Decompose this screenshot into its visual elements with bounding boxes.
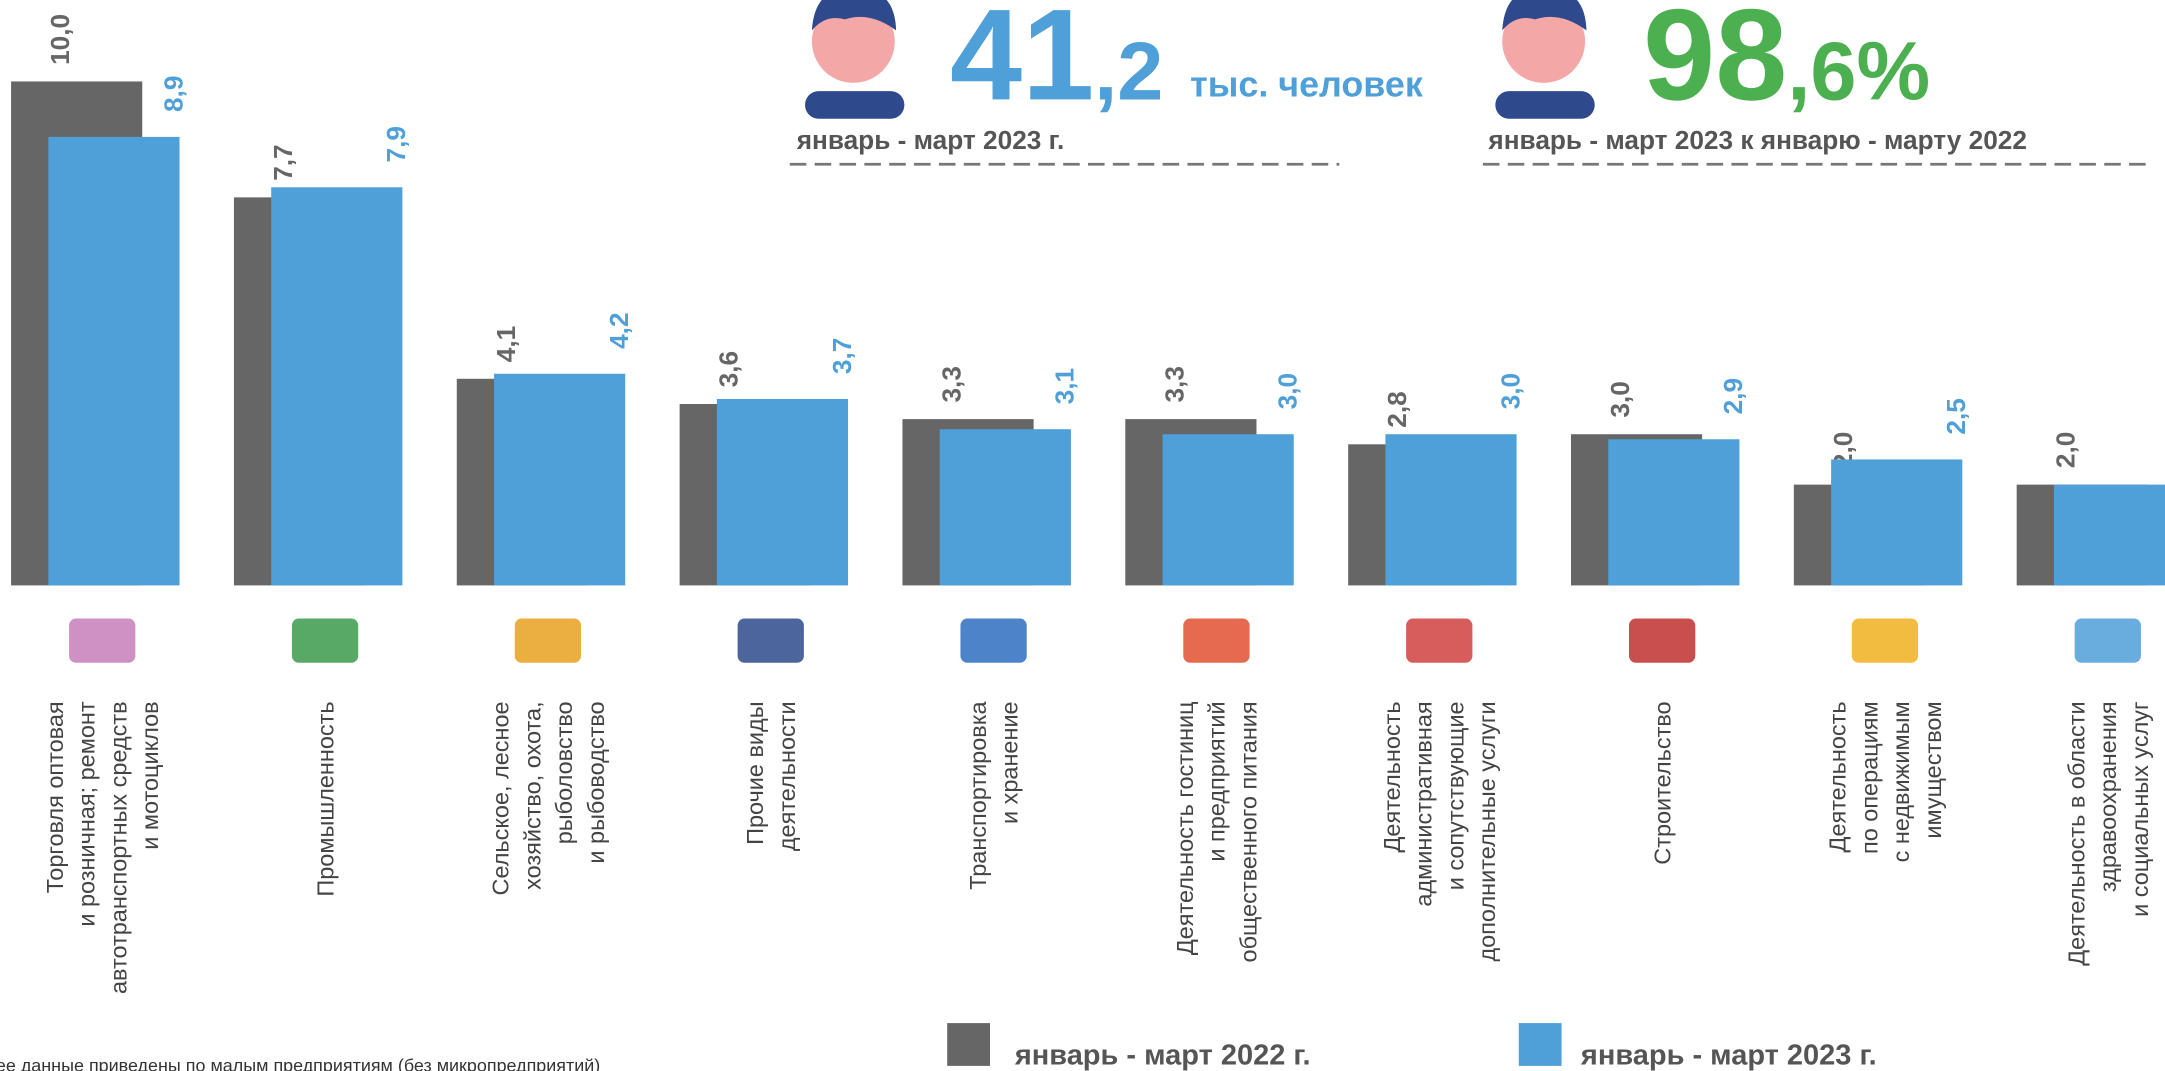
category-icon	[69, 618, 136, 663]
value-label: 7,7	[268, 144, 298, 180]
category-icon	[737, 618, 804, 663]
legend-label: январь - март 2023 г.	[1580, 1040, 1877, 1071]
kpi-value: 41,2	[950, 0, 1163, 127]
category-label: Деятельность	[1825, 701, 1851, 852]
value-label: 3,3	[1159, 366, 1189, 402]
category-label: и сопутствующие	[1442, 701, 1468, 890]
person-hair	[1502, 0, 1587, 31]
category-label: дополнительные услуги	[1474, 701, 1500, 961]
category-label: Деятельность	[1379, 701, 1405, 852]
category-icon	[514, 618, 582, 663]
value-label: 2,8	[1382, 391, 1412, 427]
value-label: 3,1	[1050, 368, 1080, 404]
bar	[1608, 439, 1740, 586]
category-label: Промышленность	[312, 701, 338, 896]
value-label: 8,9	[158, 76, 188, 112]
person-body	[804, 91, 905, 119]
legend-swatch	[1518, 1023, 1562, 1066]
value-label: 3,0	[1273, 373, 1303, 409]
category-label: с недвижимым	[1888, 701, 1914, 862]
value-label: 4,2	[604, 312, 634, 348]
category-label: административная	[1411, 701, 1437, 906]
bar	[939, 429, 1071, 586]
category-label: рыболовство	[551, 701, 577, 844]
kpi-frac: ,6%	[1787, 24, 1930, 117]
kpi-period: январь - март 2023 г.	[796, 125, 1065, 155]
kpi-unit: тыс. человек	[1190, 65, 1423, 105]
legend-label: январь - март 2022 г.	[1014, 1040, 1311, 1071]
footnote: ее данные приведены по малым предприятия…	[0, 1055, 600, 1071]
kpi-period: январь - март 2023 к январю - марту 2022	[1487, 125, 2027, 155]
category-label: Прочие виды	[742, 701, 768, 845]
category-label: имуществом	[1920, 701, 1946, 838]
category-label: Деятельность в области	[2063, 701, 2089, 965]
category-label: деятельности	[774, 701, 800, 851]
category-icon	[1406, 618, 1473, 663]
bar	[271, 187, 403, 586]
value-label: 10,0	[45, 14, 75, 65]
category-icon	[1851, 618, 1919, 663]
kpi-int: 41	[950, 0, 1094, 127]
value-label: 7,9	[381, 126, 411, 162]
kpi-2	[1482, 0, 2154, 166]
category-label: хозяйство, охота,	[519, 701, 545, 889]
value-label: 3,0	[1495, 373, 1525, 409]
category-icon	[960, 618, 1027, 663]
category-label: и предприятий	[1204, 701, 1230, 861]
value-label: 2,0	[2051, 432, 2081, 468]
value-label: 3,7	[827, 338, 857, 374]
value-label: 3,6	[714, 351, 744, 387]
category-label: и хранение	[997, 701, 1023, 824]
category-icon	[1628, 618, 1696, 663]
person-face	[811, 0, 895, 83]
value-label: 4,1	[491, 326, 521, 362]
kpi-frac: ,2	[1094, 24, 1163, 117]
bar	[716, 398, 849, 586]
category-label: Транспортировка	[965, 700, 991, 889]
category-label: и социальных услуг	[2127, 701, 2153, 916]
bar	[494, 373, 626, 586]
category-label: Торговля оптовая	[42, 701, 68, 893]
bar	[2053, 484, 2165, 586]
category-label: и мотоциклов	[137, 701, 163, 849]
kpi-int: 98	[1643, 0, 1787, 127]
value-label: 2,9	[1718, 378, 1748, 414]
person-hair	[811, 0, 897, 31]
category-label: Сельское, лесное	[488, 701, 514, 895]
category-label: общественного питания	[1235, 701, 1261, 962]
category-label: и розничная; ремонт	[74, 701, 100, 927]
value-label: 2,5	[1941, 398, 1971, 434]
category-label: автотранспортных средств	[105, 701, 131, 994]
value-label: 2,0	[2164, 423, 2165, 459]
bar	[48, 136, 180, 586]
category-label: Строительство	[1649, 701, 1675, 864]
kpi-value: 98,6%	[1643, 0, 1930, 127]
bar	[1162, 434, 1294, 586]
category-icon	[2074, 618, 2141, 663]
value-label: 3,0	[1605, 381, 1635, 417]
category-label: по операциям	[1856, 701, 1882, 854]
person-body	[1495, 91, 1595, 119]
category-icon	[291, 618, 359, 663]
category-label: здравоохранения	[2095, 701, 2121, 892]
bar	[1385, 434, 1517, 586]
legend-swatch	[947, 1023, 990, 1066]
category-icon	[1183, 618, 1250, 663]
category-label: и рыбоводство	[583, 701, 609, 863]
value-label: 3,3	[936, 366, 966, 402]
bar	[1831, 459, 1963, 586]
kpi-1	[789, 0, 1340, 166]
category-label: Деятельность гостиниц	[1172, 701, 1198, 955]
person-face	[1502, 0, 1586, 83]
